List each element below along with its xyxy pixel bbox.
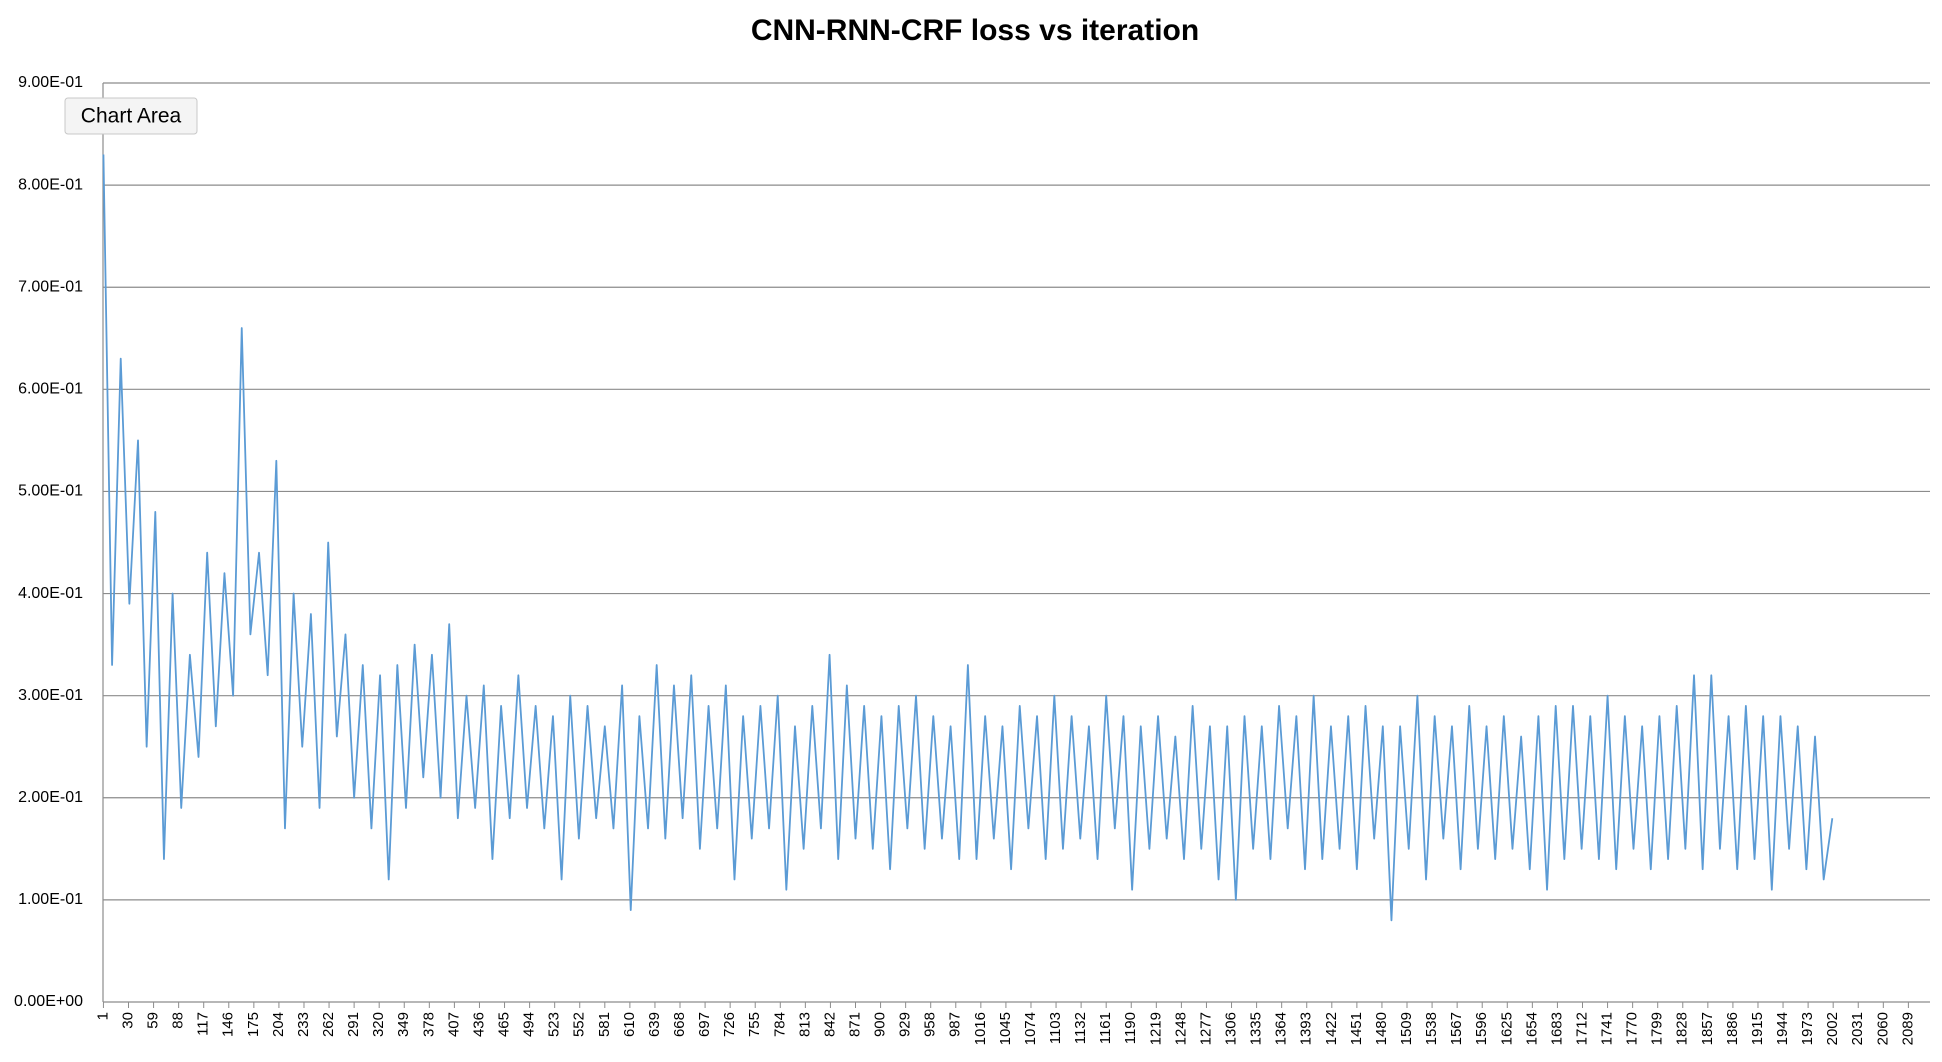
x-tick-label: 407 xyxy=(445,1012,462,1037)
x-tick-label: 1596 xyxy=(1473,1012,1490,1045)
x-tick-label: 1712 xyxy=(1573,1012,1590,1045)
x-tick-label: 291 xyxy=(345,1012,362,1037)
x-tick-label: 1248 xyxy=(1172,1012,1189,1045)
x-tick-label: 813 xyxy=(796,1012,813,1037)
x-tick-label: 1683 xyxy=(1548,1012,1565,1045)
y-tick-label: 3.00E-01 xyxy=(18,687,83,704)
x-tick-label: 378 xyxy=(420,1012,437,1037)
x-tick-label: 1074 xyxy=(1022,1012,1039,1045)
y-tick-label: 8.00E-01 xyxy=(18,176,83,193)
y-tick-label: 2.00E-01 xyxy=(18,789,83,806)
y-tick-label: 6.00E-01 xyxy=(18,381,83,398)
x-tick-label: 639 xyxy=(646,1012,663,1037)
x-tick-label: 668 xyxy=(671,1012,688,1037)
x-tick-label: 30 xyxy=(119,1012,136,1029)
x-tick-label: 2002 xyxy=(1824,1012,1841,1045)
x-tick-label: 233 xyxy=(295,1012,312,1037)
x-tick-label: 1364 xyxy=(1273,1012,1290,1045)
x-tick-label: 610 xyxy=(621,1012,638,1037)
x-tick-label: 175 xyxy=(245,1012,262,1037)
x-tick-label: 1741 xyxy=(1599,1012,1616,1045)
x-tick-label: 117 xyxy=(195,1012,212,1036)
x-tick-label: 987 xyxy=(947,1012,964,1037)
tooltip-box: Chart Area xyxy=(64,97,198,135)
x-tick-label: 1335 xyxy=(1248,1012,1265,1045)
x-tick-label: 1509 xyxy=(1398,1012,1415,1045)
x-tick-label: 726 xyxy=(721,1012,738,1037)
x-tick-label: 1944 xyxy=(1774,1012,1791,1045)
x-tick-label: 1045 xyxy=(997,1012,1014,1045)
x-tick-label: 1538 xyxy=(1423,1012,1440,1045)
x-tick-label: 2060 xyxy=(1874,1012,1891,1045)
x-tick-label: 436 xyxy=(470,1012,487,1037)
x-tick-label: 1770 xyxy=(1624,1012,1641,1045)
tooltip-text: Chart Area xyxy=(81,105,182,128)
x-tick-label: 1886 xyxy=(1724,1012,1741,1045)
x-tick-label: 146 xyxy=(220,1012,237,1037)
x-tick-label: 1306 xyxy=(1222,1012,1239,1045)
y-tick-label: 4.00E-01 xyxy=(18,585,83,602)
x-tick-label: 1857 xyxy=(1699,1012,1716,1045)
x-tick-label: 204 xyxy=(270,1012,287,1037)
chart-title: CNN-RNN-CRF loss vs iteration xyxy=(751,14,1199,47)
y-tick-label: 1.00E-01 xyxy=(18,891,83,908)
x-tick-label: 494 xyxy=(521,1012,538,1037)
x-tick-label: 1161 xyxy=(1097,1012,1114,1044)
x-tick-label: 1654 xyxy=(1523,1012,1540,1045)
x-tick-label: 1016 xyxy=(972,1012,989,1045)
x-tick-label: 1480 xyxy=(1373,1012,1390,1045)
y-tick-label: 9.00E-01 xyxy=(18,74,83,91)
x-tick-label: 1828 xyxy=(1674,1012,1691,1045)
x-tick-label: 1451 xyxy=(1348,1012,1365,1045)
x-tick-label: 262 xyxy=(320,1012,337,1037)
x-tick-label: 581 xyxy=(596,1012,613,1037)
y-tick-label: 0.00E+00 xyxy=(14,993,83,1010)
tooltip-frame xyxy=(64,97,198,135)
x-tick-label: 929 xyxy=(897,1012,914,1037)
loss-line xyxy=(102,154,1834,922)
x-tick-label: 1973 xyxy=(1799,1012,1816,1045)
x-tick-label: 552 xyxy=(571,1012,588,1037)
x-tick-label: 842 xyxy=(821,1012,838,1037)
x-tick-label: 465 xyxy=(496,1012,513,1037)
x-tick-label: 1277 xyxy=(1197,1012,1214,1045)
x-tick-label: 2031 xyxy=(1849,1012,1866,1045)
x-tick-label: 1132 xyxy=(1072,1012,1089,1044)
x-tick-label: 59 xyxy=(145,1012,162,1029)
x-tick-label: 1625 xyxy=(1498,1012,1515,1045)
x-tick-label: 1 xyxy=(94,1012,111,1020)
x-tick-label: 697 xyxy=(696,1012,713,1037)
x-tick-label: 1422 xyxy=(1323,1012,1340,1045)
x-tick-label: 1915 xyxy=(1749,1012,1766,1045)
x-tick-label: 1190 xyxy=(1122,1012,1139,1044)
y-tick-label: 5.00E-01 xyxy=(18,483,83,500)
x-tick-label: 958 xyxy=(922,1012,939,1037)
x-tick-label: 1567 xyxy=(1448,1012,1465,1045)
x-tick-label: 320 xyxy=(370,1012,387,1037)
x-tick-label: 88 xyxy=(170,1012,187,1029)
x-tick-label: 1393 xyxy=(1298,1012,1315,1045)
x-tick-label: 871 xyxy=(846,1012,863,1037)
x-tick-label: 1219 xyxy=(1147,1012,1164,1045)
x-tick-label: 1103 xyxy=(1047,1012,1064,1044)
x-tick-label: 523 xyxy=(546,1012,563,1037)
x-tick-label: 2089 xyxy=(1899,1012,1916,1045)
y-tick-label: 7.00E-01 xyxy=(18,278,83,295)
x-tick-label: 900 xyxy=(872,1012,889,1037)
x-tick-label: 755 xyxy=(746,1012,763,1037)
x-tick-label: 784 xyxy=(771,1012,788,1037)
x-tick-label: 349 xyxy=(395,1012,412,1037)
x-tick-label: 1799 xyxy=(1649,1012,1666,1045)
